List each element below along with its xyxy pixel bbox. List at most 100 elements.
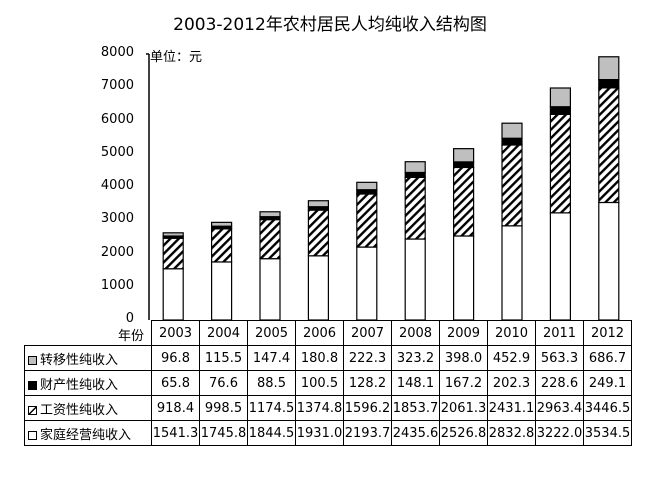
value-cell: 147.4	[247, 345, 296, 371]
value-cell: 128.2	[343, 370, 392, 396]
bar-segment	[307, 209, 329, 257]
bar-segment	[162, 237, 184, 270]
bar-segment	[259, 258, 281, 321]
bar-segment	[453, 148, 475, 163]
value-cell: 167.2	[439, 370, 488, 396]
bar-segment	[356, 189, 378, 195]
bar-segment	[549, 87, 572, 108]
year-header-cell: 2004	[199, 320, 248, 346]
bar-segment	[549, 113, 572, 214]
bar-segment	[404, 176, 426, 240]
bar-segment	[549, 212, 572, 321]
year-header-cell: 2007	[343, 320, 392, 346]
bar-segment	[501, 144, 523, 227]
bar-segment	[211, 261, 233, 321]
table-row: 工资性纯收入 918.4 998.5 1174.5 1374.8 1596.2 1853.7…	[24, 395, 632, 421]
value-cell: 1541.3	[151, 420, 200, 446]
series-label: 工资性纯收入	[24, 395, 152, 421]
value-cell: 2193.7	[343, 420, 392, 446]
year-header-cell: 2009	[439, 320, 488, 346]
bar-segment	[211, 228, 233, 263]
value-cell: 100.5	[295, 370, 344, 396]
y-tick-label: 4000	[100, 178, 134, 193]
year-header-row: 2003 2004 2005 2006 2007 2008 2009 2010 2011 2012	[24, 320, 632, 346]
value-cell: 1174.5	[247, 395, 296, 421]
bar-segment	[453, 161, 475, 169]
bar-segment	[162, 268, 184, 321]
value-cell: 2435.6	[391, 420, 440, 446]
value-cell: 2431.1	[487, 395, 536, 421]
y-tick-label: 2000	[100, 244, 134, 260]
legend-marker-icon	[28, 430, 37, 440]
value-cell: 115.5	[199, 345, 248, 371]
year-header-cell: 2006	[295, 320, 344, 346]
value-cell: 96.8	[151, 345, 200, 371]
value-cell: 3534.5	[583, 420, 632, 446]
table-row: 财产性纯收入 65.8 76.6 88.5 100.5 128.2 148.1 167.2 20…	[24, 370, 632, 396]
bar-segment	[598, 201, 620, 321]
bar-segment	[307, 200, 329, 208]
bar-segment	[259, 219, 281, 260]
bar-segment	[307, 255, 329, 321]
value-cell: 249.1	[583, 370, 632, 396]
legend-marker-icon	[28, 355, 37, 365]
data-table: 2003 2004 2005 2006 2007 2008 2009 2010 2011 2012…	[24, 320, 632, 446]
year-header-cell: 2003	[151, 320, 200, 346]
value-cell: 918.4	[151, 395, 200, 421]
bar-segment	[404, 171, 426, 178]
y-tick-label: 0	[125, 311, 134, 326]
legend-marker-icon	[28, 380, 37, 390]
bar-segment	[501, 137, 523, 146]
value-cell: 148.1	[391, 370, 440, 396]
value-cell: 2832.8	[487, 420, 536, 446]
y-tick-label: 8000	[100, 45, 134, 60]
value-cell: 222.3	[343, 345, 392, 371]
series-label: 转移性纯收入	[24, 345, 152, 371]
bar-segment	[501, 225, 523, 321]
y-tick-label: 7000	[100, 78, 134, 94]
bar-segment	[598, 56, 620, 81]
value-cell: 76.6	[199, 370, 248, 396]
value-cell: 686.7	[583, 345, 632, 371]
bar-segment	[501, 122, 523, 139]
value-cell: 180.8	[295, 345, 344, 371]
value-cell: 65.8	[151, 370, 200, 396]
value-cell: 1931.0	[295, 420, 344, 446]
year-header-cell: 2008	[391, 320, 440, 346]
year-header-cell: 2010	[487, 320, 536, 346]
bar-segment	[598, 87, 620, 204]
value-cell: 202.3	[487, 370, 536, 396]
value-cell: 228.6	[535, 370, 584, 396]
value-cell: 398.0	[439, 345, 488, 371]
bar-segment	[162, 232, 184, 237]
value-cell: 1745.8	[199, 420, 248, 446]
unit-label: 单位：元	[150, 50, 203, 65]
table-row: 转移性纯收入 96.8 115.5 147.4 180.8 222.3 323.2 398.0…	[24, 345, 632, 371]
bar-segment	[453, 235, 475, 321]
year-header-cell: 2011	[535, 320, 584, 346]
value-cell: 3222.0	[535, 420, 584, 446]
legend-marker-icon	[28, 405, 37, 415]
value-cell: 563.3	[535, 345, 584, 371]
chart-title: 2003-2012年农村居民人均纯收入结构图	[173, 15, 487, 35]
bar-segment	[356, 181, 378, 191]
value-cell: 998.5	[199, 395, 248, 421]
value-cell: 452.9	[487, 345, 536, 371]
bar-segment	[549, 106, 572, 115]
year-header-cell: 2005	[247, 320, 296, 346]
series-label: 家庭经营纯收入	[24, 420, 152, 446]
value-cell: 1844.5	[247, 420, 296, 446]
value-cell: 3446.5	[583, 395, 632, 421]
y-tick-label: 5000	[100, 144, 134, 160]
value-cell: 1596.2	[343, 395, 392, 421]
table-row: 家庭经营纯收入 1541.3 1745.8 1844.5 1931.0 2193.7 243…	[24, 420, 632, 446]
value-cell: 2061.3	[439, 395, 488, 421]
y-tick-label: 6000	[100, 111, 134, 127]
value-cell: 323.2	[391, 345, 440, 371]
y-tick-label: 1000	[100, 277, 134, 293]
y-tick-label: 3000	[100, 211, 134, 227]
bar-segment	[211, 221, 233, 227]
value-cell: 1853.7	[391, 395, 440, 421]
value-cell: 88.5	[247, 370, 296, 396]
